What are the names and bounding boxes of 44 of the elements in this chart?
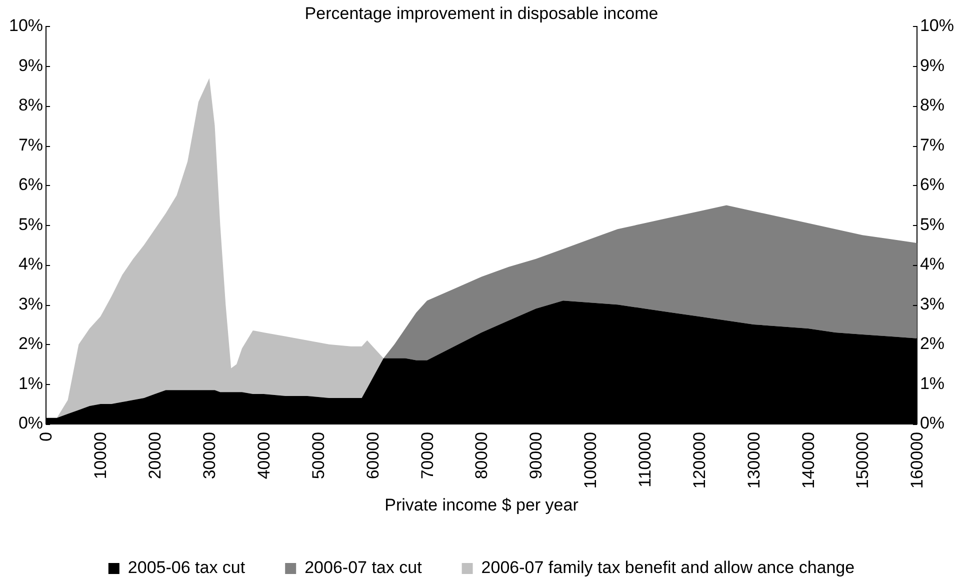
y-tick-label: 0% xyxy=(18,414,44,433)
y2-tick-label: 5% xyxy=(920,214,945,234)
x-tick-label: 90000 xyxy=(526,432,546,480)
x-tick-label: 80000 xyxy=(472,432,492,480)
y2-tick-label: 0% xyxy=(920,414,945,433)
y2-tick-label: 9% xyxy=(920,56,945,75)
x-tick-label: 150000 xyxy=(853,432,872,489)
legend-label: 2005-06 tax cut xyxy=(128,558,246,578)
x-tick-label: 20000 xyxy=(146,432,165,480)
y-tick-label: 8% xyxy=(18,96,44,115)
x-tick-label: 110000 xyxy=(635,432,654,488)
y-tick-label: 7% xyxy=(18,135,44,154)
y2-tick-label: 4% xyxy=(920,254,945,274)
x-tick-label: 100000 xyxy=(581,432,600,489)
y-tick-label: 1% xyxy=(18,374,44,393)
y2-tick-label: 8% xyxy=(920,96,945,115)
y-tick-label: 10% xyxy=(8,16,44,36)
x-tick-label: 50000 xyxy=(308,432,328,480)
y2-tick-label: 1% xyxy=(920,374,945,393)
x-tick-label: 130000 xyxy=(744,432,764,489)
chart-title: Percentage improvement in disposable income xyxy=(304,4,658,23)
y-tick-label: 3% xyxy=(18,294,44,314)
legend-label: 2006-07 family tax benefit and allow ance change xyxy=(481,558,855,578)
y-tick-label: 9% xyxy=(18,56,44,75)
y-tick-label: 6% xyxy=(18,175,44,194)
y2-tick-label: 3% xyxy=(920,294,945,314)
y2-tick-label: 2% xyxy=(920,334,945,354)
y-tick-label: 5% xyxy=(18,214,44,234)
x-tick-label: 30000 xyxy=(200,432,220,480)
x-tick-label: 160000 xyxy=(908,432,927,489)
y2-tick-label: 6% xyxy=(920,175,945,194)
y2-tick-label: 10% xyxy=(920,16,954,36)
y-tick-label: 4% xyxy=(18,254,44,274)
legend-label: 2006-07 tax cut xyxy=(304,558,422,578)
x-tick-label: 70000 xyxy=(418,432,437,480)
y-tick-label: 2% xyxy=(18,334,44,354)
x-tick-label: 120000 xyxy=(690,432,709,489)
x-axis-title: Private income $ per year xyxy=(384,495,579,514)
x-tick-label: 60000 xyxy=(363,432,382,480)
x-tick-label: 0 xyxy=(36,432,56,442)
y2-tick-label: 7% xyxy=(920,135,945,154)
x-tick-label: 10000 xyxy=(91,432,110,480)
x-tick-label: 140000 xyxy=(798,432,818,489)
x-tick-label: 40000 xyxy=(254,432,274,480)
